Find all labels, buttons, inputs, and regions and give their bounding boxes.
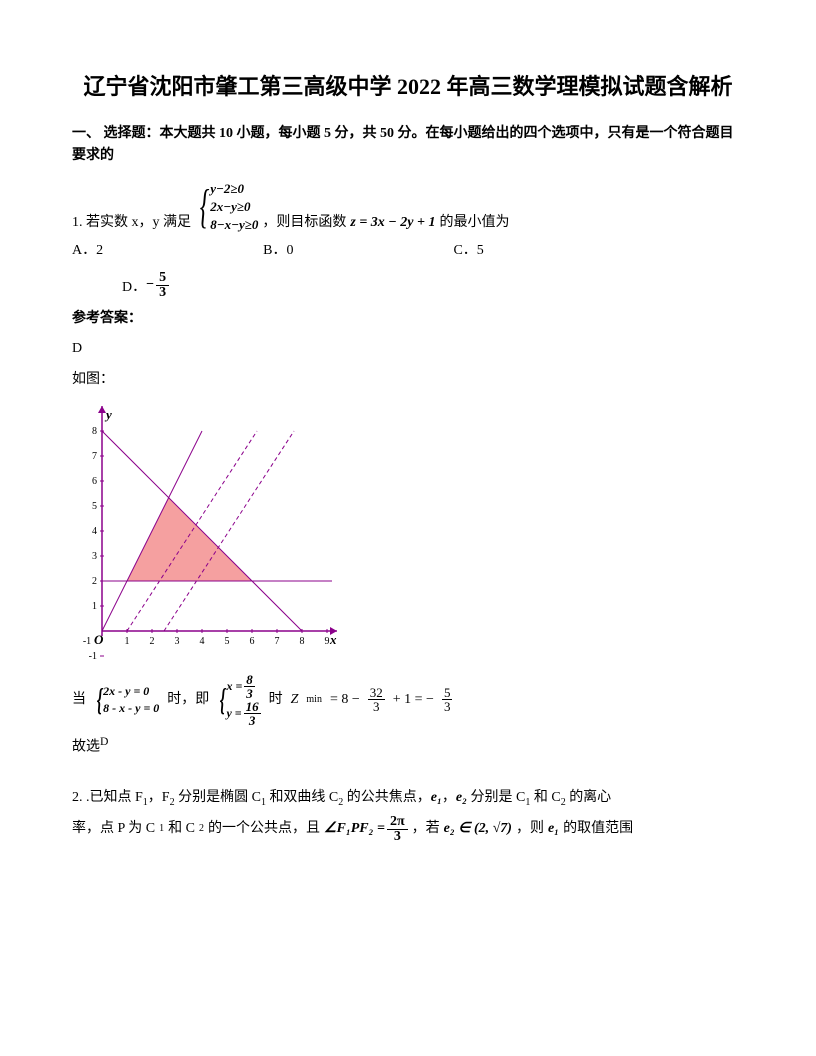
- q2-t4: 和双曲线 C: [266, 790, 338, 805]
- q1-objective: z = 3x − 2y + 1: [350, 212, 435, 234]
- q1-middle: ，则目标函数: [262, 212, 346, 234]
- q2-t7: 分别是 C: [467, 790, 525, 805]
- answer-label: 参考答案：: [72, 308, 744, 330]
- feasible-region-chart: 1 2 3 4 5 6 7 8 9 -1 1 2 3 4 5 6 7 8: [72, 401, 342, 661]
- e2-range: e₂ ∈ (2, √7): [444, 814, 512, 845]
- sol-prefix: 当: [72, 689, 86, 711]
- brace-icon: {: [97, 687, 103, 713]
- svg-text:5: 5: [92, 501, 97, 512]
- svg-text:8: 8: [92, 426, 97, 437]
- e1-symbol: e₁: [431, 790, 442, 805]
- solution-equations: 当 { 2x - y = 0 8 - x - y = 0 时，即 { x = 8…: [72, 673, 744, 727]
- q2-l2a: 率，点 P 为 C: [72, 814, 155, 845]
- q1-suffix: 的最小值为: [439, 212, 509, 234]
- eq1-b: 8 - x - y = 0: [103, 700, 159, 717]
- zmin-plus: + 1 = −: [393, 689, 434, 711]
- solution-intro: 如图：: [72, 369, 744, 391]
- e1-ref: e₁: [548, 814, 559, 845]
- conclusion: 故选D: [72, 733, 744, 759]
- z-num2: 5: [442, 686, 453, 700]
- brace-icon: {: [200, 188, 210, 226]
- svg-text:8: 8: [300, 636, 305, 647]
- q2-t3: 分别是椭圆 C: [175, 790, 261, 805]
- q2-t2: ，F: [148, 790, 170, 805]
- zmin-eq: = 8 −: [330, 689, 360, 711]
- question-2: 2. .已知点 F1，F2 分别是椭圆 C1 和双曲线 C2 的公共焦点，e₁，…: [72, 783, 744, 845]
- z-num1: 32: [368, 686, 385, 700]
- q2-t5: 的公共焦点，: [343, 790, 431, 805]
- q2-l2f: 的取值范围: [563, 814, 633, 845]
- svg-text:5: 5: [225, 636, 230, 647]
- svg-text:3: 3: [92, 551, 97, 562]
- chart-svg: 1 2 3 4 5 6 7 8 9 -1 1 2 3 4 5 6 7 8: [72, 401, 342, 661]
- q1-options-abc: A．2 B．0 C．5: [72, 240, 744, 262]
- option-b: B．0: [263, 240, 293, 262]
- svg-text:4: 4: [200, 636, 205, 647]
- conclusion-text: 故选: [72, 740, 100, 755]
- svg-text:2: 2: [150, 636, 155, 647]
- q1-stem: 1. 若实数 x，y 满足 { y−2≥0 2x−y≥0 8−x−y≥0 ，则目…: [72, 180, 744, 235]
- neg-sign: −: [146, 274, 154, 296]
- z-den2: 3: [442, 700, 453, 713]
- svg-text:3: 3: [175, 636, 180, 647]
- q2-l2d: ，若: [412, 814, 440, 845]
- conclusion-d: D: [100, 735, 108, 748]
- svg-text:7: 7: [92, 451, 97, 462]
- d-num: 5: [156, 271, 169, 286]
- question-1: 1. 若实数 x，y 满足 { y−2≥0 2x−y≥0 8−x−y≥0 ，则目…: [72, 180, 744, 759]
- zmin-z: Z: [291, 689, 299, 711]
- section-1-header: 一、 选择题：本大题共 10 小题，每小题 5 分，共 50 分。在每小题给出的…: [72, 123, 744, 168]
- svg-text:x: x: [329, 632, 337, 647]
- e2-symbol: e₂: [456, 790, 467, 805]
- x-num: 8: [244, 673, 255, 687]
- svg-text:4: 4: [92, 526, 97, 537]
- svg-text:y: y: [104, 407, 112, 422]
- x-den: 3: [244, 687, 255, 700]
- q2-t9: 的离心: [566, 790, 612, 805]
- angle-den: 3: [391, 830, 404, 844]
- eq1-a: 2x - y = 0: [103, 683, 159, 700]
- svg-text:2: 2: [92, 576, 97, 587]
- q2-t8: 和 C: [530, 790, 560, 805]
- q2-l2c: 的一个公共点，且: [208, 814, 320, 845]
- y-den: 3: [247, 714, 258, 727]
- svg-text:6: 6: [92, 476, 97, 487]
- svg-text:1: 1: [125, 636, 130, 647]
- brace-icon: {: [220, 687, 226, 713]
- d-den: 3: [156, 286, 169, 300]
- option-d-label: D．: [122, 277, 146, 299]
- sol-mid1: 时，即: [167, 689, 209, 711]
- z-den1: 3: [371, 700, 382, 713]
- q1-constraints: { y−2≥0 2x−y≥0 8−x−y≥0: [195, 180, 258, 235]
- svg-text:-1: -1: [83, 636, 91, 647]
- y-num: 16: [244, 700, 261, 714]
- svg-text:1: 1: [92, 601, 97, 612]
- constraint-2: 2x−y≥0: [210, 198, 258, 216]
- constraint-3: 8−x−y≥0: [210, 216, 258, 234]
- svg-text:O: O: [94, 632, 104, 647]
- option-c: C．5: [453, 240, 483, 262]
- q2-t6: ，: [442, 790, 456, 805]
- option-d: D． − 5 3: [72, 271, 744, 300]
- svg-text:7: 7: [275, 636, 280, 647]
- svg-text:-1: -1: [89, 651, 97, 661]
- constraint-1: y−2≥0: [210, 180, 258, 198]
- svg-text:6: 6: [250, 636, 255, 647]
- sol-mid2: 时: [269, 689, 283, 711]
- q1-prefix: 1. 若实数 x，y 满足: [72, 212, 191, 234]
- angle-num: 2π: [387, 815, 408, 830]
- q2-l2b: 和 C: [168, 814, 195, 845]
- page-title: 辽宁省沈阳市肇工第三高级中学 2022 年高三数学理模拟试题含解析: [72, 70, 744, 103]
- angle-label: ∠F₁PF₂ =: [324, 814, 385, 845]
- zmin-sub: min: [306, 692, 322, 708]
- svg-text:9: 9: [325, 636, 330, 647]
- q2-t1: 2. .已知点 F: [72, 790, 143, 805]
- option-a: A．2: [72, 240, 103, 262]
- q2-l2e: ，则: [516, 814, 544, 845]
- answer-letter: D: [72, 338, 744, 360]
